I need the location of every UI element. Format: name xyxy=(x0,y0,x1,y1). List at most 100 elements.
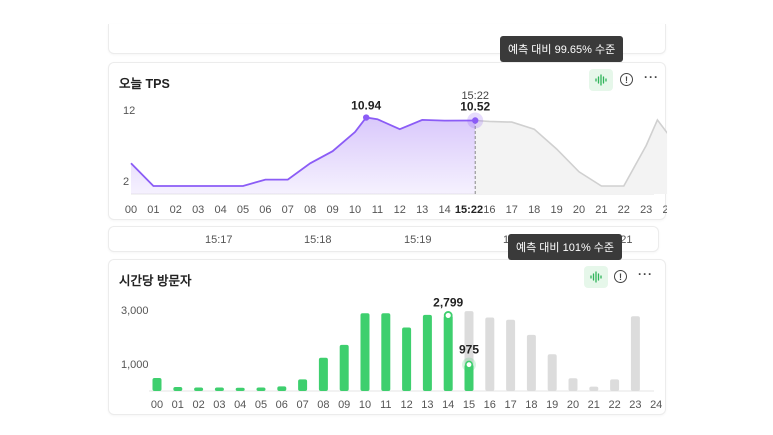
minute-axis-label: 15:19 xyxy=(404,234,432,246)
tps-actual-line xyxy=(130,116,476,187)
tps-x-tick: 17 xyxy=(506,204,518,216)
tps-info-icon[interactable]: ! xyxy=(620,73,633,86)
tps-current-time-label: 15:22 xyxy=(461,90,489,102)
minute-axis-label: 15:18 xyxy=(304,234,332,246)
tps-x-tick: 04 xyxy=(214,204,226,216)
visitors-bar xyxy=(381,313,391,391)
tps-x-tick: 18 xyxy=(528,204,540,216)
visitors-x-tick: 09 xyxy=(338,399,350,411)
visitors-bar xyxy=(339,344,349,391)
visitors-current-label: 975 xyxy=(459,343,479,357)
visitors-x-tick: 06 xyxy=(276,399,288,411)
tps-title: 오늘 TPS xyxy=(119,77,170,91)
visitors-bar xyxy=(277,386,287,391)
visitors-x-tick: 07 xyxy=(296,399,308,411)
visitors-bar xyxy=(443,315,453,391)
visitors-bar xyxy=(318,357,328,391)
tps-x-tick: 23 xyxy=(640,204,652,216)
visitors-chart: 3,000 1,000 2,799 975 00 01 02 03 04 05 06 07 08 09 10… xyxy=(121,295,662,411)
tps-x-tick: 11 xyxy=(372,204,383,216)
visitors-x-tick: 02 xyxy=(192,399,204,411)
tps-x-tick: 20 xyxy=(573,204,585,216)
tps-x-tick: 14 xyxy=(438,204,450,216)
visitors-x-tick: 19 xyxy=(546,399,558,411)
tps-x-tick: 15:22 xyxy=(455,204,483,216)
visitors-x-tick: 21 xyxy=(588,399,600,411)
visitors-forecast-bar xyxy=(547,354,557,391)
visitors-bar xyxy=(173,386,183,391)
tps-forecast-tooltip: 예측 대비 99.65% 수준 xyxy=(500,36,624,62)
tps-x-tick: 10 xyxy=(349,204,361,216)
tps-x-tick: 01 xyxy=(147,204,159,216)
tps-x-tick: 07 xyxy=(282,204,294,216)
tps-x-tick: 05 xyxy=(237,204,249,216)
visitors-bar xyxy=(464,364,474,391)
visitors-forecast-bar xyxy=(589,386,599,391)
visitors-x-tick: 03 xyxy=(213,399,225,411)
visitors-x-tick: 05 xyxy=(255,399,267,411)
tps-x-tick: 24 xyxy=(662,204,667,216)
visitors-x-tick: 13 xyxy=(421,399,433,411)
tps-forecast-toggle-button[interactable] xyxy=(589,69,613,91)
tps-x-tick: 13 xyxy=(416,204,428,216)
visitors-bar xyxy=(235,387,245,391)
tps-x-tick: 06 xyxy=(259,204,271,216)
visitors-x-tick: 23 xyxy=(629,399,641,411)
visitors-x-tick: 24 xyxy=(650,399,662,411)
visitors-bar xyxy=(256,387,266,391)
tps-x-tick: 02 xyxy=(170,204,182,216)
visitors-forecast-bar xyxy=(630,316,640,391)
tps-card: 오늘 TPS ! ··· 12 2 10.94 15:22 10.52 00 01 02 03 0… xyxy=(108,62,667,220)
tps-actual-area xyxy=(131,117,476,194)
visitors-forecast-bar xyxy=(610,379,620,391)
visitors-more-menu-button[interactable]: ··· xyxy=(638,267,653,281)
tps-forecast-area xyxy=(475,119,667,194)
tps-x-tick: 03 xyxy=(192,204,204,216)
visitors-current-point xyxy=(464,360,473,369)
visitors-x-tick: 20 xyxy=(567,399,579,411)
visitors-x-tick: 04 xyxy=(234,399,246,411)
tps-forecast-line xyxy=(475,118,667,187)
visitors-forecast-bar xyxy=(506,319,516,391)
tps-x-tick: 09 xyxy=(326,204,338,216)
visitors-x-tick: 12 xyxy=(400,399,412,411)
visitors-bar xyxy=(152,378,162,391)
visitors-bar xyxy=(194,387,204,391)
visitors-bar xyxy=(360,313,370,391)
tps-more-menu-button[interactable]: ··· xyxy=(644,70,659,84)
visitors-x-tick: 00 xyxy=(151,399,163,411)
visitors-y-tick: 1,000 xyxy=(121,359,149,371)
tps-x-tick: 00 xyxy=(125,204,137,216)
visitors-x-tick: 11 xyxy=(380,399,391,411)
visitors-forecast-bar xyxy=(568,378,578,391)
visitors-forecast-tooltip: 예측 대비 101% 수준 xyxy=(508,234,623,260)
visitors-x-tick: 01 xyxy=(172,399,184,411)
waveform-icon xyxy=(590,271,602,283)
visitors-x-tick: 10 xyxy=(359,399,371,411)
visitors-bar xyxy=(422,314,432,391)
tps-x-tick: 21 xyxy=(595,204,607,216)
visitors-y-tick: 3,000 xyxy=(121,305,149,317)
visitors-info-icon[interactable]: ! xyxy=(614,270,627,283)
visitors-card: 시간당 방문자 ! ··· 3,000 1,000 2,799 975 00 01 02 03… xyxy=(108,259,666,415)
tps-current-point xyxy=(472,117,479,124)
visitors-peak-point xyxy=(443,311,453,320)
visitors-x-tick: 08 xyxy=(317,399,329,411)
visitors-peak-label: 2,799 xyxy=(433,295,463,309)
visitors-forecast-bar xyxy=(485,317,495,391)
tps-x-tick: 08 xyxy=(304,204,316,216)
visitors-x-tick: 17 xyxy=(504,399,516,411)
visitors-x-tick: 14 xyxy=(442,399,454,411)
visitors-bar xyxy=(214,387,224,391)
tps-x-tick: 19 xyxy=(550,204,562,216)
visitors-forecast-bar xyxy=(526,334,536,391)
visitors-x-tick: 18 xyxy=(525,399,537,411)
visitors-bar xyxy=(298,379,308,391)
visitors-forecast-toggle-button[interactable] xyxy=(584,266,608,288)
tps-y-tick: 2 xyxy=(123,176,129,188)
visitors-x-tick: 15 xyxy=(463,399,475,411)
tps-x-tick: 16 xyxy=(483,204,495,216)
visitors-title: 시간당 방문자 xyxy=(119,274,192,288)
tps-peak-label: 10.94 xyxy=(351,99,381,113)
